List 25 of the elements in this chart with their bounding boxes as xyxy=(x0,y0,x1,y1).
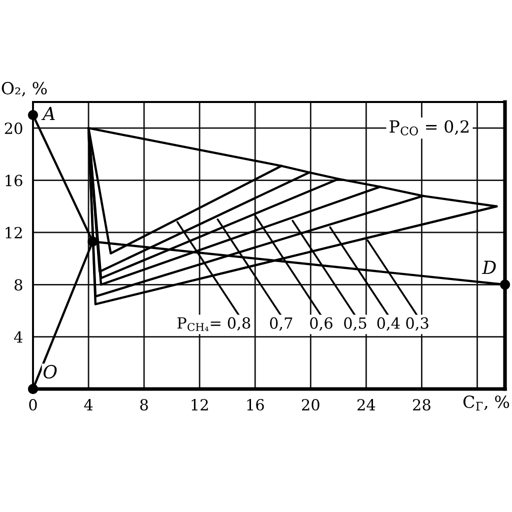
y-tick-label: 4 xyxy=(14,331,23,343)
x-axis-title: C$_{Г}$, % xyxy=(463,395,510,410)
annotation: 0,7 xyxy=(270,317,292,331)
y-tick-label: 12 xyxy=(6,226,22,238)
series-label: O xyxy=(44,364,57,379)
annotation: P$_{CO}$ = 0,2 xyxy=(390,120,468,136)
annotation: 0,6 xyxy=(310,317,332,331)
x-tick-label: 24 xyxy=(357,398,376,410)
x-tick-label: 12 xyxy=(192,398,208,410)
series-label: D xyxy=(482,260,496,274)
annotation: 0,3 xyxy=(406,317,428,331)
annotation: P$_{CH₄}$= 0,8 xyxy=(177,317,250,332)
x-tick-label: 16 xyxy=(247,398,264,411)
y-tick-label: 16 xyxy=(6,174,22,186)
x-tick-label: 20 xyxy=(302,398,320,411)
annotation: 0,5 xyxy=(344,317,366,331)
y-tick-label: 8 xyxy=(14,279,22,291)
y-tick-label: 20 xyxy=(4,122,22,134)
x-tick-label: 4 xyxy=(84,398,93,410)
x-tick-label: 0 xyxy=(29,398,37,411)
y-axis-title: O₂, % xyxy=(2,82,47,96)
x-tick-label: 28 xyxy=(413,398,430,411)
x-tick-label: 8 xyxy=(140,398,148,411)
annotation: 0,4 xyxy=(377,317,400,331)
series-label: A xyxy=(41,106,55,120)
